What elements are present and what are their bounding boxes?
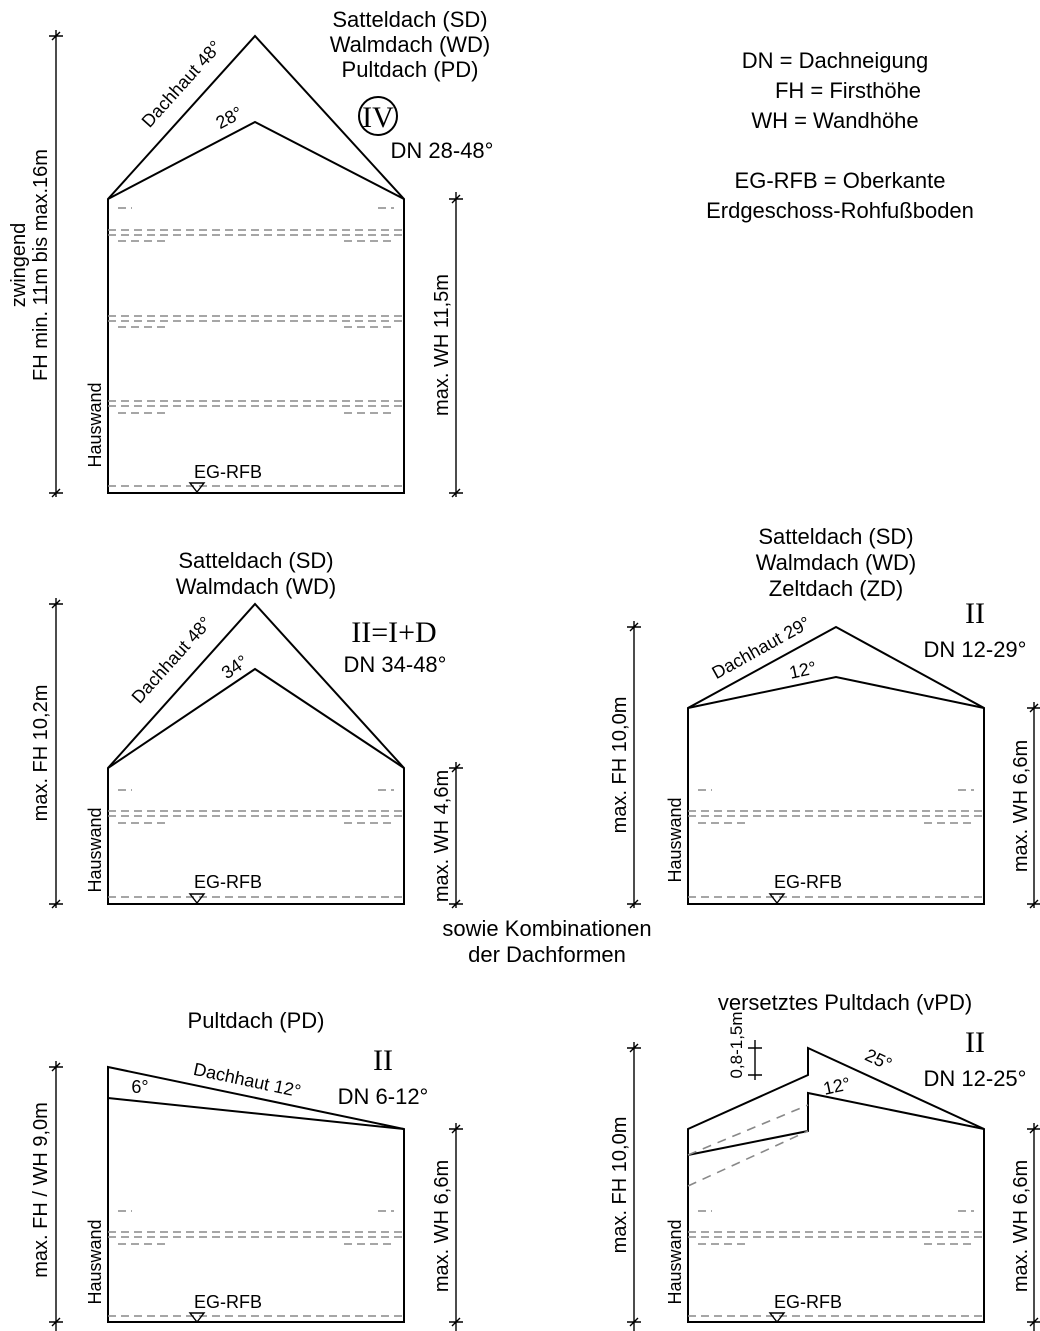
panel-iv-title-2: Walmdach (WD) xyxy=(330,32,491,57)
house-outline xyxy=(107,602,405,905)
panel-iv-fh-1: zwingend xyxy=(8,223,30,308)
wh-dimension-line xyxy=(449,192,463,498)
panel-ii-id-storeys: II=I+D xyxy=(351,616,436,649)
level-marker-icon xyxy=(188,1312,206,1324)
fh-dimension-line xyxy=(49,1061,63,1331)
wh-dimension-line xyxy=(1027,1123,1040,1331)
storeys-circle xyxy=(358,96,398,136)
panel-ii-id-title-2: Walmdach (WD) xyxy=(176,574,337,599)
combinations-line-2: der Dachformen xyxy=(468,942,626,967)
level-marker-icon xyxy=(188,482,206,494)
panel-vpd-title: versetztes Pultdach (vPD) xyxy=(718,990,972,1015)
combinations-note: sowie Kombinationen der Dachformen xyxy=(442,916,651,967)
panel-iv-storeys: IV xyxy=(362,101,394,134)
panel-pd-storeys: II xyxy=(373,1044,393,1077)
inner-roof-line xyxy=(687,1091,985,1156)
inner-roof-line xyxy=(107,667,405,769)
floor-lines xyxy=(108,1210,404,1317)
fh-dimension-line xyxy=(49,598,63,909)
panel-iv: Satteldach (SD) Walmdach (WD) Pultdach (… xyxy=(8,7,494,498)
level-marker-icon xyxy=(188,893,206,905)
level-marker-icon xyxy=(768,1312,786,1324)
panel-pd-wall: Hauswand xyxy=(85,1219,105,1304)
fh-dimension-line xyxy=(627,621,641,909)
panel-iv-title-3: Pultdach (PD) xyxy=(342,57,479,82)
combinations-line-1: sowie Kombinationen xyxy=(442,916,651,941)
panel-ii-id-floor: EG-RFB xyxy=(194,872,262,892)
floor-lines xyxy=(108,207,404,487)
hidden-roof-line xyxy=(687,1104,809,1156)
inner-roof-line xyxy=(687,675,985,709)
panel-ii-zd: Satteldach (SD) Walmdach (WD) Zeltdach (… xyxy=(609,524,1040,909)
panel-iv-wh: max. WH 11,5m xyxy=(431,274,453,416)
house-outline xyxy=(687,1046,985,1323)
legend-dn: DN = Dachneigung xyxy=(742,48,929,73)
panel-vpd-dn: DN 12-25° xyxy=(924,1066,1027,1091)
panel-ii-id: Satteldach (SD) Walmdach (WD) II=I+D DN … xyxy=(30,548,463,909)
panel-vpd: versetztes Pultdach (vPD) II DN 12-25° 2… xyxy=(609,990,1040,1331)
level-marker-icon xyxy=(768,893,786,905)
panel-vpd-wh: max. WH 6,6m xyxy=(1010,1160,1032,1292)
hidden-roof-line xyxy=(687,1130,809,1187)
panel-ii-zd-fh: max. FH 10,0m xyxy=(609,697,631,834)
panel-ii-id-wall: Hauswand xyxy=(85,807,105,892)
panel-ii-id-dn: DN 34-48° xyxy=(344,652,447,677)
panel-vpd-wall: Hauswand xyxy=(665,1219,685,1304)
panel-ii-zd-title-2: Walmdach (WD) xyxy=(756,550,917,575)
panel-pd-floor: EG-RFB xyxy=(194,1292,262,1312)
panel-iv-dn: DN 28-48° xyxy=(391,138,494,163)
legend: DN = Dachneigung FH = Firsthöhe WH = Wan… xyxy=(706,48,974,223)
panel-vpd-storeys: II xyxy=(965,1026,985,1059)
floor-lines xyxy=(688,789,984,898)
wh-dimension-line xyxy=(1027,702,1040,909)
panel-vpd-roof-skin: 25° xyxy=(862,1045,895,1075)
wh-dimension-line xyxy=(449,1123,463,1331)
panel-vpd-offset: 0,8-1,5m xyxy=(727,1011,746,1078)
panel-ii-id-roof-skin: Dachhaut 48° xyxy=(128,613,216,708)
panel-ii-zd-inner-angle: 12° xyxy=(787,658,818,683)
panel-ii-zd-wh: max. WH 6,6m xyxy=(1010,740,1032,872)
house-outline xyxy=(107,34,405,494)
floor-lines xyxy=(688,1210,984,1317)
panel-ii-id-wh: max. WH 4,6m xyxy=(431,770,453,902)
panel-ii-id-fh: max. FH 10,2m xyxy=(30,685,52,822)
wh-dimension-line xyxy=(449,762,463,909)
fh-dimension-line xyxy=(627,1042,641,1331)
inner-roof-line xyxy=(107,1097,405,1130)
panel-pd-inner-angle: 6° xyxy=(131,1077,148,1097)
panel-ii-zd-floor: EG-RFB xyxy=(774,872,842,892)
legend-egrfb-2: Erdgeschoss-Rohfußboden xyxy=(706,198,974,223)
inner-roof-line xyxy=(107,120,405,200)
panel-pd-fh: max. FH / WH 9,0m xyxy=(30,1102,52,1278)
fh-dimension-line xyxy=(49,30,63,498)
panel-ii-id-inner-angle: 34° xyxy=(218,651,252,683)
panel-ii-zd-wall: Hauswand xyxy=(665,797,685,882)
panel-ii-zd-title-3: Zeltdach (ZD) xyxy=(769,576,903,601)
panel-pd-title: Pultdach (PD) xyxy=(188,1008,325,1033)
offset-dimension-line xyxy=(748,1040,762,1080)
panel-iv-wall: Hauswand xyxy=(85,382,105,467)
panel-iv-title-1: Satteldach (SD) xyxy=(332,7,487,32)
panel-pd: Pultdach (PD) II DN 6-12° Dachhaut 12° 6… xyxy=(30,1008,463,1331)
panel-vpd-inner-angle: 12° xyxy=(821,1074,852,1099)
legend-wh: WH = Wandhöhe xyxy=(751,108,918,133)
house-outline xyxy=(687,625,985,905)
panel-ii-zd-title-1: Satteldach (SD) xyxy=(758,524,913,549)
panel-ii-zd-dn: DN 12-29° xyxy=(924,637,1027,662)
panel-iv-fh-2: FH min. 11m bis max.16m xyxy=(30,149,52,381)
legend-egrfb-1: EG-RFB = Oberkante xyxy=(735,168,946,193)
panel-pd-wh: max. WH 6,6m xyxy=(431,1160,453,1292)
legend-fh: FH = Firsthöhe xyxy=(775,78,921,103)
panel-pd-dn: DN 6-12° xyxy=(338,1084,429,1109)
panel-pd-roof-skin: Dachhaut 12° xyxy=(192,1059,303,1101)
panel-ii-zd-storeys: II xyxy=(965,597,985,630)
floor-lines xyxy=(108,789,404,898)
panel-vpd-floor: EG-RFB xyxy=(774,1292,842,1312)
panel-vpd-fh: max. FH 10,0m xyxy=(609,1117,631,1254)
panel-ii-id-title-1: Satteldach (SD) xyxy=(178,548,333,573)
panel-iv-floor: EG-RFB xyxy=(194,462,262,482)
